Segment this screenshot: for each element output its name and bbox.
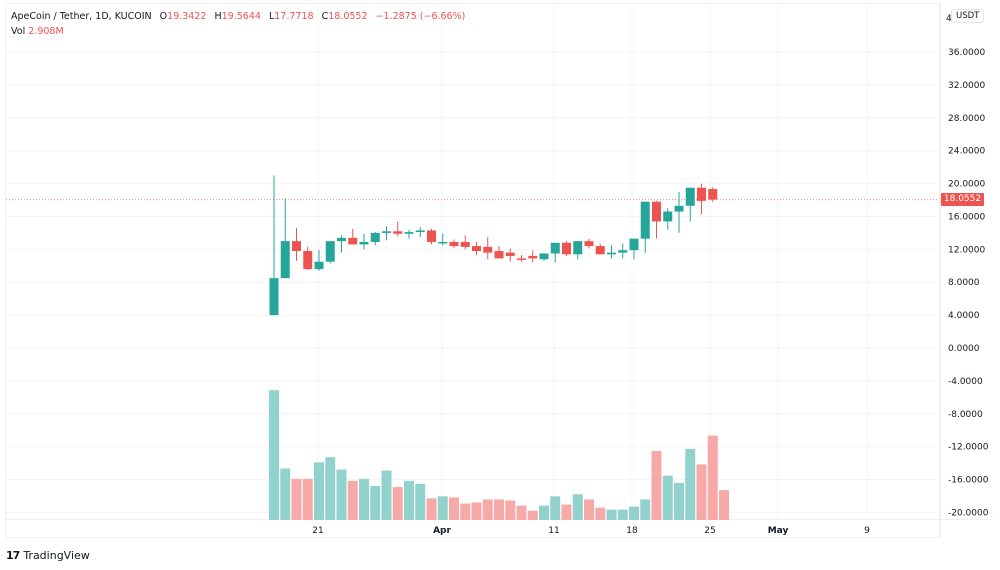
svg-text:28.0000: 28.0000 (948, 114, 985, 124)
svg-text:Apr: Apr (433, 526, 451, 536)
svg-text:24.0000: 24.0000 (948, 147, 985, 157)
brand-name: TradingView (23, 549, 90, 562)
svg-text:4.0000: 4.0000 (948, 311, 980, 321)
volume-bars (269, 390, 729, 520)
volume-value: 2.908M (28, 26, 64, 37)
grid-lines (6, 4, 939, 519)
low-value: 17.7718 (274, 11, 314, 22)
chart-legend: ApeCoin / Tether, 1D, KUCOIN O19.3422 H1… (11, 9, 465, 39)
price-axis[interactable]: 36.0000 32.0000 28.0000 24.0000 20.0000 16.00… (946, 14, 989, 518)
svg-text:-16.0000: -16.0000 (948, 476, 989, 486)
legend-row-ohlc: ApeCoin / Tether, 1D, KUCOIN O19.3422 H1… (11, 11, 466, 22)
svg-text:4: 4 (946, 14, 952, 24)
svg-text:-12.0000: -12.0000 (948, 443, 989, 453)
change-value: −1.2875 (−6.66%) (375, 11, 466, 22)
legend-row-volume: Vol 2.908M (11, 26, 64, 37)
svg-text:11: 11 (548, 526, 559, 536)
svg-text:16.0000: 16.0000 (948, 212, 985, 222)
svg-text:9: 9 (864, 526, 870, 536)
svg-text:-4.0000: -4.0000 (948, 377, 983, 387)
svg-text:-8.0000: -8.0000 (948, 410, 983, 420)
open-value: 19.3422 (167, 11, 207, 22)
svg-text:0.0000: 0.0000 (948, 344, 980, 354)
svg-text:20.0000: 20.0000 (948, 180, 985, 190)
svg-text:-20.0000: -20.0000 (948, 508, 989, 518)
svg-text:32.0000: 32.0000 (948, 81, 985, 91)
tradingview-logo-icon: 17 (6, 549, 20, 562)
last-price-label: 18.0552 (941, 193, 984, 206)
symbol-title[interactable]: ApeCoin / Tether, 1D, KUCOIN (11, 11, 152, 22)
svg-text:12.0000: 12.0000 (948, 245, 985, 255)
svg-text:18: 18 (626, 526, 638, 536)
close-value: 18.0552 (328, 11, 368, 22)
currency-unit-button[interactable]: USDT (951, 9, 985, 23)
candles (269, 175, 718, 316)
time-axis[interactable]: 21 Apr 11 18 25 May 9 (312, 526, 870, 536)
svg-text:36.0000: 36.0000 (948, 48, 985, 58)
svg-text:8.0000: 8.0000 (948, 278, 980, 288)
chart-frame (5, 3, 940, 538)
tradingview-branding[interactable]: 17 TradingView (6, 549, 90, 562)
price-axis-border (940, 3, 941, 538)
svg-text:21: 21 (312, 526, 323, 536)
svg-text:25: 25 (704, 526, 715, 536)
svg-text:May: May (768, 526, 789, 536)
high-value: 19.5644 (221, 11, 261, 22)
